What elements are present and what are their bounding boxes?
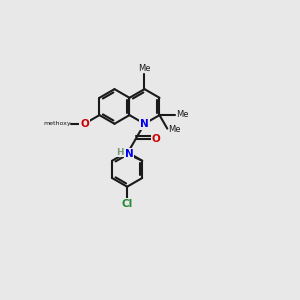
Text: H: H [116,148,124,157]
Text: Me: Me [168,125,181,134]
Text: O: O [80,119,89,129]
Text: Me: Me [176,110,188,119]
Text: Me: Me [138,64,151,73]
Text: methoxy: methoxy [43,121,71,126]
Text: N: N [140,119,149,129]
Text: N: N [124,149,134,159]
Text: O: O [152,134,161,144]
Text: Cl: Cl [122,199,133,209]
